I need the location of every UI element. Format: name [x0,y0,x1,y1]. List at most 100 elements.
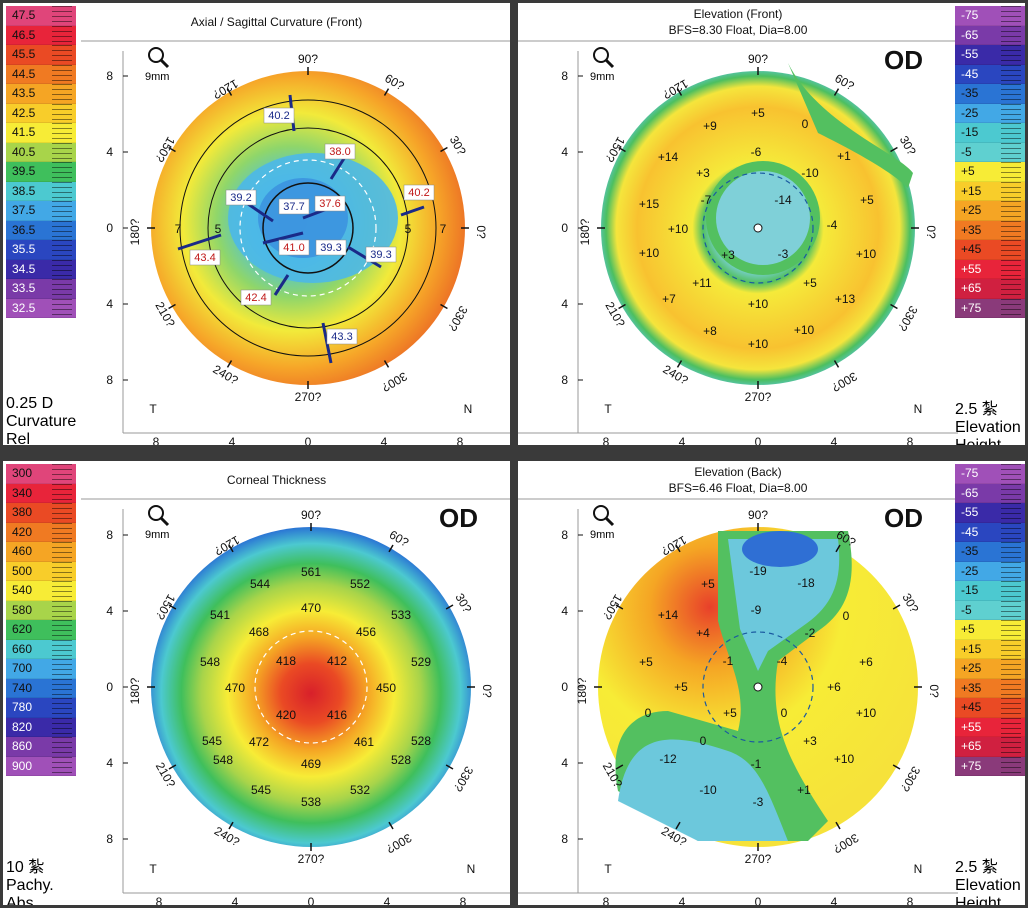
elevation-value: +8 [703,324,717,338]
curvature-value-box [278,198,310,215]
thickness-value: 541 [210,608,230,622]
ring-label: 5 [405,222,412,236]
scale-value: -5 [961,144,972,159]
ring-label: 7 [175,222,182,236]
degree-label: 60? [382,71,407,93]
axial-scale-footer: 0.25 D Curvature Rel [6,395,76,445]
curvature-value-box [278,239,310,256]
scale-value: 39.5 [12,164,36,179]
map-type-label: Elevation [955,419,1021,436]
scale-cell: -15 [955,581,1025,601]
scale-value: 860 [12,739,33,754]
elevation-value: +5 [723,706,737,720]
curvature-value: 43.3 [331,331,352,343]
scale-value: +65 [961,281,982,296]
scale-step-label: 0.25 D [6,395,54,412]
degree-label: 330? [898,764,924,794]
axial-curvature-panel: 47.5 46.5 45.5 44.5 43.5 42.5 41.5 40.5 39.5 38.5… [3,3,510,445]
elevation-value: -3 [753,795,764,809]
scale-cell: 340 [6,483,76,503]
scale-cell: 34.5 [6,259,76,279]
curvature-value-box [365,246,397,263]
elevation-value: +10 [856,706,877,720]
scale-cell: +35 [955,678,1025,698]
scale-step-label: 2.5 紮 [955,401,998,418]
thickness-value: 412 [327,654,347,668]
thickness-value: 456 [356,625,376,639]
curvature-value: 37.7 [283,201,304,213]
x-tick-label: 8 [460,895,467,905]
axial-map-title: Axial / Sagittal Curvature (Front) [190,15,363,29]
elevation-value: -10 [801,166,819,180]
scale-cell: +25 [955,201,1025,221]
thickness-value: 416 [327,708,347,722]
scale-value: -25 [961,563,979,578]
scale-step-label: 10 紮 [6,859,45,876]
elevation-value: +6 [827,680,841,694]
scale-cell: 37.5 [6,201,76,221]
scale-value: +35 [961,680,982,695]
x-tick-label: 8 [603,435,610,445]
scale-cell: -55 [955,45,1025,65]
elevation-value: +6 [859,655,873,669]
thickness-value: 420 [276,708,296,722]
scale-cell: -35 [955,84,1025,104]
curvature-value: 37.6 [319,198,340,210]
elevation-color-scale: -75 -65 -55 -45 -35 -25 -15 -5 +5 +15 +25 +35 +45 +55… [955,464,1025,776]
elevation-color-scale: -75 -65 -55 -45 -35 -25 -15 -5 +5 +15 +25 +35 +45 +55… [955,6,1025,318]
scale-cell: -25 [955,561,1025,581]
scale-mode-label: Height [955,437,1025,445]
meridian-bar [177,233,222,251]
elevation-value: -1 [751,757,762,771]
curvature-value: 38.0 [329,146,350,158]
scale-mode-label: Rel [6,431,31,445]
thickness-value: 548 [200,655,220,669]
degree-label: 270? [295,390,322,404]
thickness-value: 469 [301,757,321,771]
elevation-value: 0 [781,706,788,720]
curvature-value-box [240,289,272,306]
degree-label: 30? [897,133,919,158]
curvature-value: 42.4 [245,292,266,304]
elevation-value: +3 [721,248,735,262]
scale-value: 420 [12,524,33,539]
scale-cell: -5 [955,142,1025,162]
scale-cell: 44.5 [6,64,76,84]
thickness-value: 529 [411,655,431,669]
scale-cell: 33.5 [6,279,76,299]
curvature-value: 43.4 [194,252,215,264]
scale-cell: 47.5 [6,6,76,26]
curvature-value-box [189,249,221,266]
scale-value: +25 [961,203,982,218]
zoom-label: 9mm [145,71,170,83]
x-tick-label: 8 [457,435,464,445]
elevation-value: +4 [696,626,710,640]
thickness-value: 561 [301,565,321,579]
elevation-value: +1 [797,783,811,797]
elevation-value: -3 [778,247,789,261]
scale-cell: +15 [955,639,1025,659]
scale-value: -65 [961,485,979,500]
thickness-value: 528 [411,734,431,748]
eye-label: OD [439,503,478,533]
elevation-value: -6 [751,145,762,159]
elevation-value: +5 [860,193,874,207]
elevation-value: +5 [674,680,688,694]
elev-front-subtitle: BFS=8.30 Float, Dia=8.00 [668,23,808,37]
scale-cell: 36.5 [6,220,76,240]
degree-label: 0? [927,684,941,698]
thickness-value: 545 [251,783,271,797]
scale-cell: +75 [955,298,1025,318]
elev-front-title: Elevation (Front) [693,7,783,21]
ring-label: 7 [440,222,447,236]
scale-value: -25 [961,105,979,120]
scale-value: 46.5 [12,27,36,42]
corneal-thickness-panel: 300 340 380 420 460 500 540 580 620 660 700 740 780 8… [3,461,510,905]
temporal-label: T [149,402,157,416]
scale-cell: -5 [955,600,1025,620]
scale-cell: +45 [955,698,1025,718]
scale-value: 37.5 [12,203,36,218]
elevation-value: 0 [700,734,707,748]
scale-value: -55 [961,505,979,520]
scale-cell: 780 [6,698,76,718]
